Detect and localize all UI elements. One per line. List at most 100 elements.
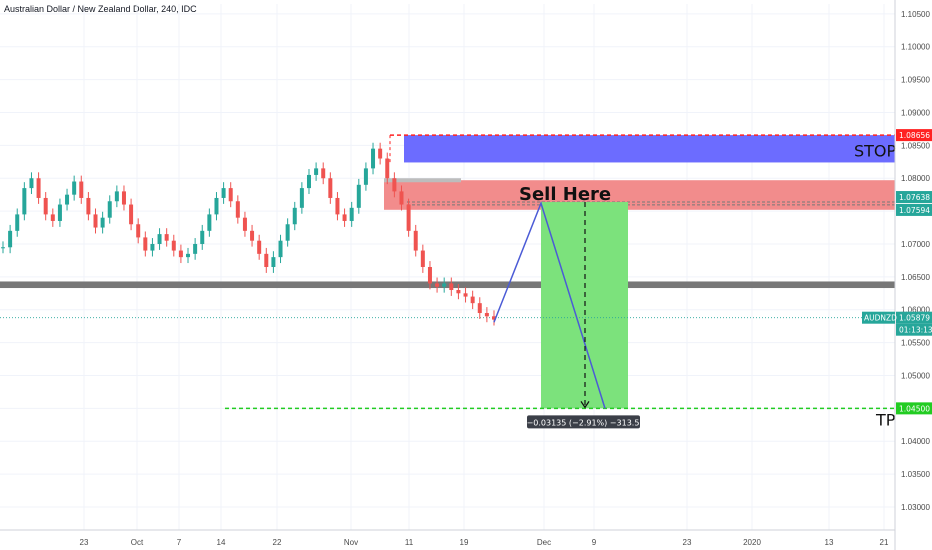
time-tick-label: 22 (273, 538, 282, 547)
time-tick-label: Nov (344, 538, 358, 547)
price-tick-label: 1.10000 (901, 43, 930, 52)
candle-body (470, 296, 475, 304)
sell-here-text: Sell Here (519, 184, 611, 205)
candle-body (420, 250, 425, 267)
price-tick-label: 1.03000 (901, 503, 930, 512)
support-zone (0, 281, 895, 289)
candle-body (164, 234, 169, 241)
price-label: 01:13:13 (899, 326, 932, 335)
symbol-label: AUDNZD (864, 314, 897, 323)
candles-layer (1, 142, 496, 326)
candle-body (100, 217, 105, 228)
price-label-bg (896, 129, 932, 142)
measure-arrowhead (580, 401, 590, 409)
candle-body (121, 191, 126, 205)
measure-label-box (527, 415, 640, 429)
candle-body (50, 214, 55, 221)
candle-body (43, 197, 48, 215)
candle-body (342, 214, 347, 221)
candle-body (442, 283, 447, 287)
time-tick-label: 21 (880, 538, 889, 547)
candle-body (328, 178, 333, 198)
candle-body (150, 243, 155, 251)
candle-body (278, 240, 283, 258)
price-tick-label: 1.08000 (901, 174, 930, 183)
candle-body (456, 290, 461, 294)
candle-body (36, 178, 41, 198)
candle-body (492, 316, 496, 320)
candle-body (250, 230, 255, 241)
price-tick-label: 1.10500 (901, 10, 930, 19)
price-label-bg (896, 311, 932, 324)
candle-body (235, 201, 240, 218)
candle-body (57, 204, 62, 221)
chart-title: Australian Dollar / New Zealand Dollar, … (4, 4, 197, 14)
price-label: 1.08656 (899, 131, 930, 140)
price-tick-label: 1.09000 (901, 108, 930, 117)
candle-body (15, 214, 20, 231)
price-label: 1.05879 (899, 314, 930, 323)
candle-body (1, 247, 5, 249)
time-tick-label: 9 (592, 538, 597, 547)
candle-body (399, 191, 404, 205)
price-label-bg (896, 323, 932, 336)
candle-body (107, 201, 112, 218)
candle-body (314, 168, 319, 175)
candle-body (29, 178, 34, 189)
candle-body (356, 184, 361, 208)
measure-label: −0.03135 (−2.91%) −313.5 (527, 418, 640, 427)
price-label: 1.04500 (899, 404, 930, 413)
candle-body (86, 197, 91, 215)
price-label-bg (896, 203, 932, 216)
zones-layer (0, 134, 895, 410)
candle-body (214, 197, 219, 215)
candle-body (228, 188, 233, 202)
candle-body (79, 181, 84, 198)
candle-body (65, 194, 70, 205)
grid (0, 4, 895, 530)
price-tick-label: 1.07000 (901, 240, 930, 249)
tp-text: TP (875, 410, 896, 429)
time-tick-label: 19 (460, 538, 469, 547)
candle-body (157, 234, 162, 244)
price-tick-label: 1.06500 (901, 273, 930, 282)
price-label-bg (896, 402, 932, 415)
candle-body (264, 253, 269, 267)
time-tick-label: 2020 (743, 538, 761, 547)
price-label: 1.07594 (899, 206, 930, 215)
time-axis[interactable]: 23 Oct 7 14 22 Nov 11 19 Dec 9 23 2020 13 21 (0, 529, 895, 547)
time-tick-label: Oct (131, 538, 144, 547)
candle-body (200, 230, 205, 244)
candle-body (178, 250, 183, 258)
entry-zone-cap (384, 178, 461, 183)
candle-body (378, 148, 383, 159)
candle-body (427, 267, 432, 284)
candle-body (257, 240, 262, 254)
time-tick-label: Dec (537, 538, 551, 547)
price-label: 1.07638 (899, 193, 930, 202)
candle-body (363, 168, 368, 185)
candle-body (321, 168, 326, 179)
candle-body (136, 224, 141, 238)
projected-path (493, 200, 606, 409)
candle-body (463, 293, 468, 297)
stop-zone (404, 135, 895, 163)
candle-body (349, 207, 354, 221)
candle-body (72, 181, 77, 195)
time-tick-label: 7 (177, 538, 182, 547)
candle-body (392, 178, 397, 192)
candle-body (371, 148, 376, 169)
candle-body (406, 204, 411, 231)
candle-body (129, 204, 134, 225)
price-tick-label: 1.08500 (901, 141, 930, 150)
overlay-layer: STOP Sell Here TP −0.03135 (−2.91%) −313.5 (493, 141, 897, 429)
candle-body (477, 303, 482, 314)
candle-body (22, 188, 27, 215)
candle-body (299, 188, 304, 208)
price-tick-label: 1.05000 (901, 371, 930, 380)
time-tick-label: 23 (683, 538, 692, 547)
stop-text: STOP (854, 141, 897, 160)
price-axis[interactable]: 1.10500 1.10000 1.09500 1.09000 1.08500 1.080… (862, 0, 932, 550)
price-tick-label: 1.06000 (901, 306, 930, 315)
